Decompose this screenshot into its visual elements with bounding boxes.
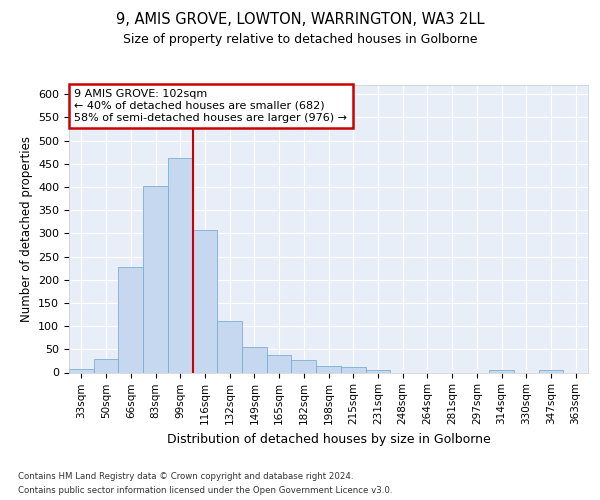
Bar: [217, 322, 242, 372]
Bar: [143, 186, 168, 372]
Y-axis label: Number of detached properties: Number of detached properties: [20, 136, 32, 322]
Text: Contains public sector information licensed under the Open Government Licence v3: Contains public sector information licen…: [18, 486, 392, 495]
Bar: [341, 367, 365, 372]
Bar: [292, 360, 316, 372]
Bar: [489, 370, 514, 372]
Bar: [242, 347, 267, 372]
Bar: [539, 370, 563, 372]
Text: Size of property relative to detached houses in Golborne: Size of property relative to detached ho…: [123, 32, 477, 46]
Bar: [193, 230, 217, 372]
Text: 9 AMIS GROVE: 102sqm
← 40% of detached houses are smaller (682)
58% of semi-deta: 9 AMIS GROVE: 102sqm ← 40% of detached h…: [74, 90, 347, 122]
Bar: [118, 267, 143, 372]
Text: Contains HM Land Registry data © Crown copyright and database right 2024.: Contains HM Land Registry data © Crown c…: [18, 472, 353, 481]
Bar: [316, 366, 341, 372]
Text: 9, AMIS GROVE, LOWTON, WARRINGTON, WA3 2LL: 9, AMIS GROVE, LOWTON, WARRINGTON, WA3 2…: [116, 12, 484, 28]
Bar: [365, 370, 390, 372]
Bar: [267, 355, 292, 372]
X-axis label: Distribution of detached houses by size in Golborne: Distribution of detached houses by size …: [167, 432, 490, 446]
Bar: [94, 358, 118, 372]
Bar: [69, 370, 94, 372]
Bar: [168, 158, 193, 372]
